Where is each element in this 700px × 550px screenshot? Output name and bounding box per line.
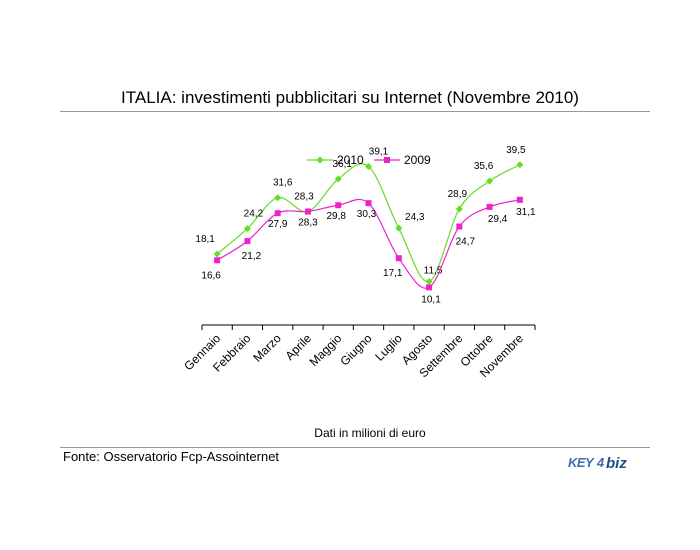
data-label-2010-febbraio: 24,2 <box>244 209 264 220</box>
data-point-2009-novembre <box>516 196 523 203</box>
svg-text:biz: biz <box>606 455 627 472</box>
data-label-2010-settembre: 28,9 <box>448 189 468 200</box>
data-label-2010-maggio: 36,1 <box>332 159 352 170</box>
svg-text:KEY: KEY <box>568 455 595 470</box>
data-point-2009-giugno <box>365 200 372 207</box>
x-tick-label-maggio: Maggio <box>307 331 345 369</box>
footer-divider <box>60 447 650 448</box>
data-point-2009-settembre <box>456 223 463 230</box>
data-point-2009-maggio <box>335 202 342 209</box>
data-point-2010-marzo <box>274 194 282 202</box>
data-label-2009-gennaio: 16,6 <box>201 270 221 281</box>
title-divider <box>60 111 650 112</box>
x-tick-label-giugno: Giugno <box>337 331 374 368</box>
data-point-2009-luglio <box>395 255 402 262</box>
data-label-2010-giugno: 39,1 <box>369 146 389 157</box>
data-label-2009-maggio: 29,8 <box>326 211 346 222</box>
data-point-2009-gennaio <box>214 257 221 264</box>
data-label-2009-novembre: 31,1 <box>516 207 536 218</box>
data-point-2010-ottobre <box>486 177 494 185</box>
x-tick-label-marzo: Marzo <box>250 331 284 365</box>
legend-label-2009: 2009 <box>404 153 431 167</box>
data-point-2010-luglio <box>395 224 403 232</box>
key4biz-logo: KEY 4 biz <box>568 455 627 472</box>
data-point-2010-settembre <box>455 205 463 213</box>
data-label-2009-agosto: 10,1 <box>421 294 441 305</box>
source-text: Fonte: Osservatorio Fcp-Assointernet <box>63 449 280 464</box>
data-point-2010-giugno <box>365 162 372 170</box>
data-label-2009-settembre: 24,7 <box>456 237 476 248</box>
series-line-2010 <box>216 163 521 283</box>
data-label-2010-ottobre: 35,6 <box>474 161 494 172</box>
data-label-2010-novembre: 39,5 <box>506 145 526 156</box>
data-label-2009-ottobre: 29,4 <box>488 214 508 225</box>
data-point-2010-novembre <box>516 161 524 169</box>
data-point-2009-febbraio <box>244 238 251 245</box>
data-label-2009-marzo: 27,9 <box>268 219 288 230</box>
svg-text:4: 4 <box>596 455 605 470</box>
legend-marker-2010 <box>316 156 324 164</box>
legend-marker-2009 <box>384 157 390 163</box>
data-point-2009-aprile <box>304 208 311 215</box>
data-label-2010-aprile: 28,3 <box>294 191 314 202</box>
chart-title: ITALIA: investimenti pubblicitari su Int… <box>121 88 579 107</box>
data-point-2010-gennaio <box>213 250 221 258</box>
data-point-2010-febbraio <box>243 225 251 233</box>
data-label-2010-gennaio: 18,1 <box>195 234 215 245</box>
data-point-2010-agosto <box>425 278 433 286</box>
data-label-2009-luglio: 17,1 <box>383 268 403 279</box>
legend-label-2010: 2010 <box>337 153 364 167</box>
data-label-2010-agosto: 11,5 <box>424 266 443 277</box>
data-label-2009-febbraio: 21,2 <box>242 251 262 262</box>
data-point-2009-agosto <box>426 284 433 291</box>
data-label-2010-marzo: 31,6 <box>273 178 293 189</box>
data-label-2010-luglio: 24,3 <box>405 212 425 223</box>
data-label-2009-aprile: 28,3 <box>298 217 318 228</box>
units-note: Dati in milioni di euro <box>314 426 426 440</box>
data-point-2009-ottobre <box>486 203 493 210</box>
data-label-2009-giugno: 30,3 <box>357 209 377 220</box>
data-point-2009-marzo <box>274 210 281 217</box>
data-point-2010-maggio <box>334 175 342 183</box>
